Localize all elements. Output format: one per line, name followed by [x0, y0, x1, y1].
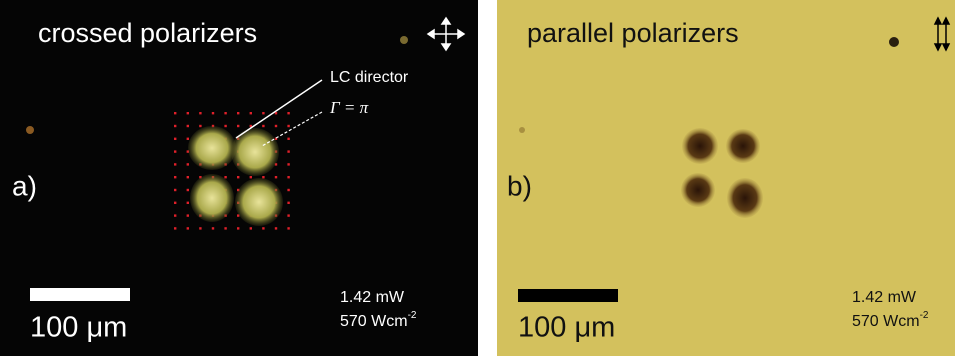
- director-dot: [187, 227, 189, 229]
- director-dot: [174, 227, 176, 229]
- figure: crossed polarizers LC director Γ = π a) …: [0, 0, 955, 356]
- scale-bar: [518, 289, 618, 302]
- director-dot: [237, 176, 239, 178]
- director-dot: [199, 125, 201, 127]
- intensity-value: 570 Wcm: [852, 313, 920, 330]
- director-dot: [287, 202, 289, 204]
- page: crossed polarizers LC director Γ = π a) …: [0, 0, 955, 356]
- director-dot: [187, 214, 189, 216]
- director-dot: [187, 125, 189, 127]
- director-dot: [237, 227, 239, 229]
- director-dot: [187, 189, 189, 191]
- director-dot: [174, 202, 176, 204]
- panel-label: b): [507, 170, 532, 201]
- panel-title: parallel polarizers: [527, 18, 739, 48]
- director-dot: [262, 176, 264, 178]
- particle: [889, 37, 899, 47]
- director-dot: [174, 189, 176, 191]
- power: 1.42 mW: [852, 289, 917, 306]
- director-dot: [262, 227, 264, 229]
- director-dot: [287, 227, 289, 229]
- director-dot: [250, 112, 252, 114]
- director-dot: [224, 176, 226, 178]
- particle: [519, 127, 525, 133]
- director-dot: [187, 163, 189, 165]
- director-dot: [275, 125, 277, 127]
- scale-label: 100 μm: [518, 312, 615, 344]
- director-dot: [187, 202, 189, 204]
- director-dot: [174, 125, 176, 127]
- lobe: [190, 174, 234, 222]
- intensity-exponent: -2: [408, 310, 417, 321]
- director-dot: [212, 227, 214, 229]
- intensity-exponent: -2: [920, 310, 929, 321]
- lobe: [231, 128, 279, 176]
- director-dot: [174, 150, 176, 152]
- director-dot: [287, 189, 289, 191]
- intensity: 570 Wcm-2: [852, 310, 929, 331]
- director-dot: [287, 163, 289, 165]
- director-dot: [187, 138, 189, 140]
- lobe: [681, 173, 715, 207]
- director-dot: [250, 227, 252, 229]
- power: 1.42 mW: [340, 289, 405, 306]
- director-dot: [174, 163, 176, 165]
- director-dot: [187, 176, 189, 178]
- annotation: Γ = π: [329, 98, 369, 117]
- director-dot: [174, 214, 176, 216]
- lobe: [726, 129, 760, 163]
- director-dot: [287, 150, 289, 152]
- lobe: [235, 178, 283, 226]
- director-dot: [287, 138, 289, 140]
- director-dot: [287, 214, 289, 216]
- director-dot: [174, 176, 176, 178]
- director-dot: [275, 176, 277, 178]
- lobe: [682, 128, 718, 164]
- director-dot: [275, 227, 277, 229]
- director-dot: [287, 112, 289, 114]
- director-dot: [262, 125, 264, 127]
- intensity: 570 Wcm-2: [340, 310, 417, 331]
- particle: [400, 36, 408, 44]
- director-dot: [187, 112, 189, 114]
- director-dot: [250, 176, 252, 178]
- intensity-value: 570 Wcm: [340, 313, 408, 330]
- scale-bar: [30, 288, 130, 301]
- director-dot: [212, 112, 214, 114]
- lobe: [188, 126, 236, 170]
- particle: [26, 126, 34, 134]
- director-dot: [287, 176, 289, 178]
- director-dot: [224, 227, 226, 229]
- director-dot: [262, 112, 264, 114]
- director-dot: [199, 227, 201, 229]
- director-dot: [287, 125, 289, 127]
- director-dot: [224, 125, 226, 127]
- panel-label: a): [12, 170, 37, 201]
- annotation: LC director: [330, 69, 409, 86]
- director-dot: [237, 112, 239, 114]
- director-dot: [174, 112, 176, 114]
- director-dot: [174, 138, 176, 140]
- director-dot: [199, 112, 201, 114]
- panel-title: crossed polarizers: [38, 18, 257, 48]
- scale-label: 100 μm: [30, 312, 127, 344]
- director-dot: [224, 112, 226, 114]
- director-dot: [237, 125, 239, 127]
- lobe: [727, 178, 763, 218]
